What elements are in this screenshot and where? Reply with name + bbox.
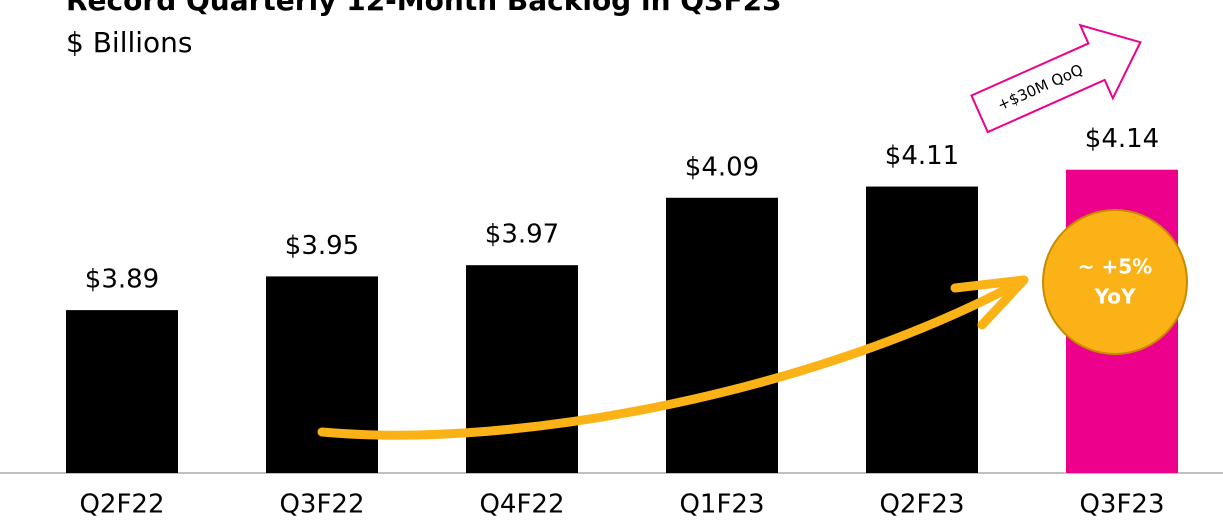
value-label: $3.89 [85, 265, 159, 295]
x-tick-label: Q2F22 [79, 490, 164, 520]
bar [66, 310, 178, 473]
chart-subtitle: $ Billions [66, 26, 193, 59]
value-label: $3.97 [485, 220, 559, 250]
bar [466, 265, 578, 473]
yoy-badge [1042, 209, 1188, 355]
yoy-label: YoY [1094, 285, 1136, 309]
x-tick-label: Q2F23 [879, 490, 964, 520]
x-tick-label: Q4F22 [479, 490, 564, 520]
value-label: $4.11 [885, 141, 959, 171]
bar [666, 197, 778, 474]
growth-arrow [317, 277, 1025, 440]
x-tick-label: Q3F22 [279, 490, 364, 520]
growth-arrow-head [950, 275, 1029, 330]
yoy-label: ~ +5% [1078, 255, 1152, 279]
chart-title: Record Quarterly 12-Month Backlog in Q3F… [66, 0, 782, 17]
bar [266, 276, 378, 473]
x-tick-label: Q1F23 [679, 490, 764, 520]
x-tick-label: Q3F23 [1079, 490, 1164, 520]
value-label: $3.95 [285, 231, 359, 261]
value-label: $4.14 [1085, 124, 1159, 154]
value-label: $4.09 [685, 152, 759, 182]
qoq-arrow-shape [970, 23, 1142, 134]
